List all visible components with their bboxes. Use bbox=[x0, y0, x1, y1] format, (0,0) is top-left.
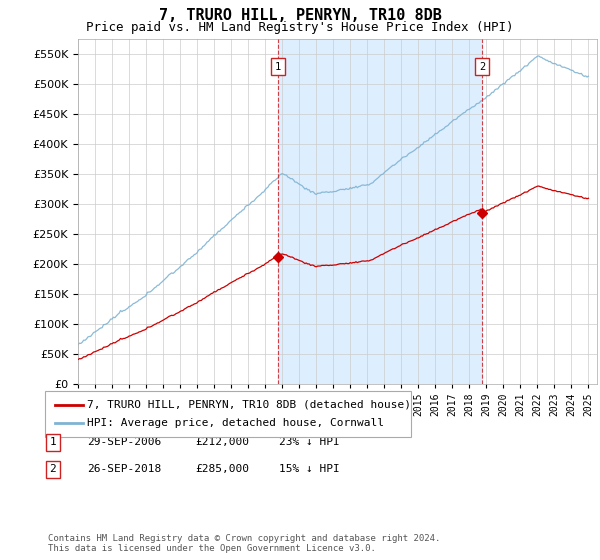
Text: 2: 2 bbox=[49, 464, 56, 474]
Text: 26-SEP-2018: 26-SEP-2018 bbox=[87, 464, 161, 474]
Text: 29-SEP-2006: 29-SEP-2006 bbox=[87, 437, 161, 447]
Text: Price paid vs. HM Land Registry's House Price Index (HPI): Price paid vs. HM Land Registry's House … bbox=[86, 21, 514, 34]
Text: 15% ↓ HPI: 15% ↓ HPI bbox=[279, 464, 340, 474]
Text: HPI: Average price, detached house, Cornwall: HPI: Average price, detached house, Corn… bbox=[87, 418, 384, 428]
Text: Contains HM Land Registry data © Crown copyright and database right 2024.
This d: Contains HM Land Registry data © Crown c… bbox=[48, 534, 440, 553]
Text: £212,000: £212,000 bbox=[195, 437, 249, 447]
Text: 7, TRURO HILL, PENRYN, TR10 8DB (detached house): 7, TRURO HILL, PENRYN, TR10 8DB (detache… bbox=[87, 400, 411, 410]
Text: 23% ↓ HPI: 23% ↓ HPI bbox=[279, 437, 340, 447]
Text: 1: 1 bbox=[49, 437, 56, 447]
Text: 1: 1 bbox=[275, 62, 281, 72]
Text: 2: 2 bbox=[479, 62, 485, 72]
Bar bbox=[278, 39, 482, 384]
Text: £285,000: £285,000 bbox=[195, 464, 249, 474]
Text: 7, TRURO HILL, PENRYN, TR10 8DB: 7, TRURO HILL, PENRYN, TR10 8DB bbox=[158, 8, 442, 24]
